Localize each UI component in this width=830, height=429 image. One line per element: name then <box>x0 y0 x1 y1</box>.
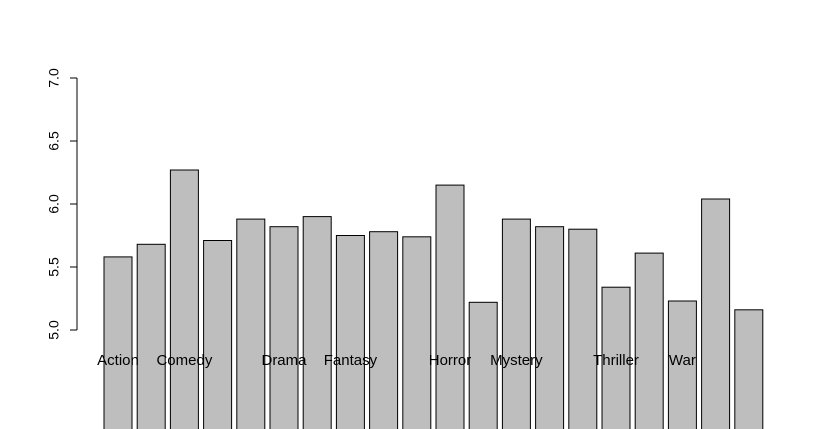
y-tick-label: 6.5 <box>46 131 62 151</box>
y-tick-label: 7.0 <box>46 68 62 88</box>
y-tick-label: 6.0 <box>46 194 62 214</box>
bar <box>601 286 631 429</box>
bar <box>103 256 133 429</box>
bar <box>402 236 432 429</box>
bar <box>701 198 731 429</box>
bar <box>535 226 565 429</box>
bar <box>468 301 498 429</box>
bar <box>634 252 664 429</box>
bar <box>667 300 697 429</box>
category-label: War <box>669 352 696 369</box>
bar <box>136 243 166 429</box>
category-label: Fantasy <box>324 352 378 369</box>
category-label: Action <box>97 352 139 369</box>
bar <box>734 309 764 429</box>
bar <box>169 169 199 429</box>
y-tick-label: 5.0 <box>46 320 62 340</box>
bar <box>302 216 332 429</box>
bar <box>203 240 233 429</box>
y-axis: 5.0 5.5 6.0 6.5 7.0 <box>46 68 78 340</box>
category-label: Mystery <box>490 352 543 369</box>
bar <box>269 226 299 429</box>
category-labels-group: Action Comedy Drama Fantasy Horror Mystery Thr… <box>97 352 696 369</box>
bar <box>435 184 465 429</box>
bar <box>335 235 365 429</box>
y-tick-label: 5.5 <box>46 257 62 277</box>
bars-group <box>103 169 764 429</box>
category-label: Horror <box>429 352 472 369</box>
category-label: Thriller <box>593 352 639 369</box>
bar <box>236 218 266 429</box>
bar <box>501 218 531 429</box>
bar <box>568 228 598 429</box>
category-label: Comedy <box>156 352 212 369</box>
category-label: Drama <box>261 352 307 369</box>
bar <box>369 231 399 429</box>
